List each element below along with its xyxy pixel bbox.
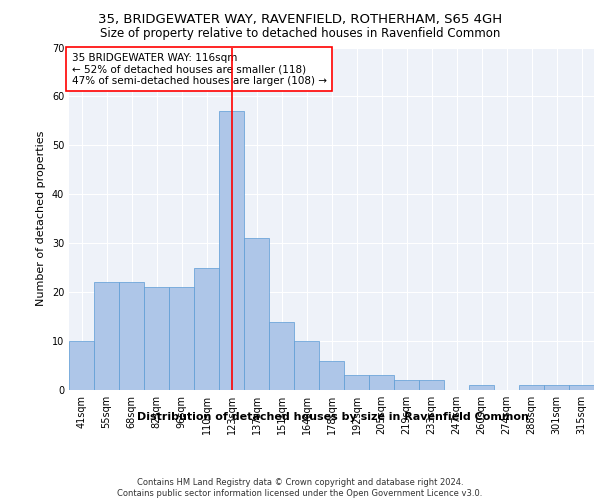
Y-axis label: Number of detached properties: Number of detached properties xyxy=(36,131,46,306)
Bar xyxy=(319,360,344,390)
Bar xyxy=(394,380,419,390)
Text: Contains HM Land Registry data © Crown copyright and database right 2024.
Contai: Contains HM Land Registry data © Crown c… xyxy=(118,478,482,498)
Bar xyxy=(544,385,569,390)
Bar xyxy=(144,287,169,390)
Bar xyxy=(119,282,144,390)
Bar xyxy=(469,385,494,390)
Bar xyxy=(269,322,294,390)
Bar xyxy=(294,341,319,390)
Bar xyxy=(519,385,544,390)
Text: 35, BRIDGEWATER WAY, RAVENFIELD, ROTHERHAM, S65 4GH: 35, BRIDGEWATER WAY, RAVENFIELD, ROTHERH… xyxy=(98,12,502,26)
Bar xyxy=(194,268,219,390)
Bar xyxy=(244,238,269,390)
Bar xyxy=(219,111,244,390)
Bar xyxy=(69,341,94,390)
Bar xyxy=(569,385,594,390)
Bar xyxy=(419,380,444,390)
Bar xyxy=(169,287,194,390)
Bar xyxy=(344,376,369,390)
Text: Distribution of detached houses by size in Ravenfield Common: Distribution of detached houses by size … xyxy=(137,412,529,422)
Bar xyxy=(94,282,119,390)
Bar xyxy=(369,376,394,390)
Text: 35 BRIDGEWATER WAY: 116sqm
← 52% of detached houses are smaller (118)
47% of sem: 35 BRIDGEWATER WAY: 116sqm ← 52% of deta… xyxy=(71,52,326,86)
Text: Size of property relative to detached houses in Ravenfield Common: Size of property relative to detached ho… xyxy=(100,28,500,40)
